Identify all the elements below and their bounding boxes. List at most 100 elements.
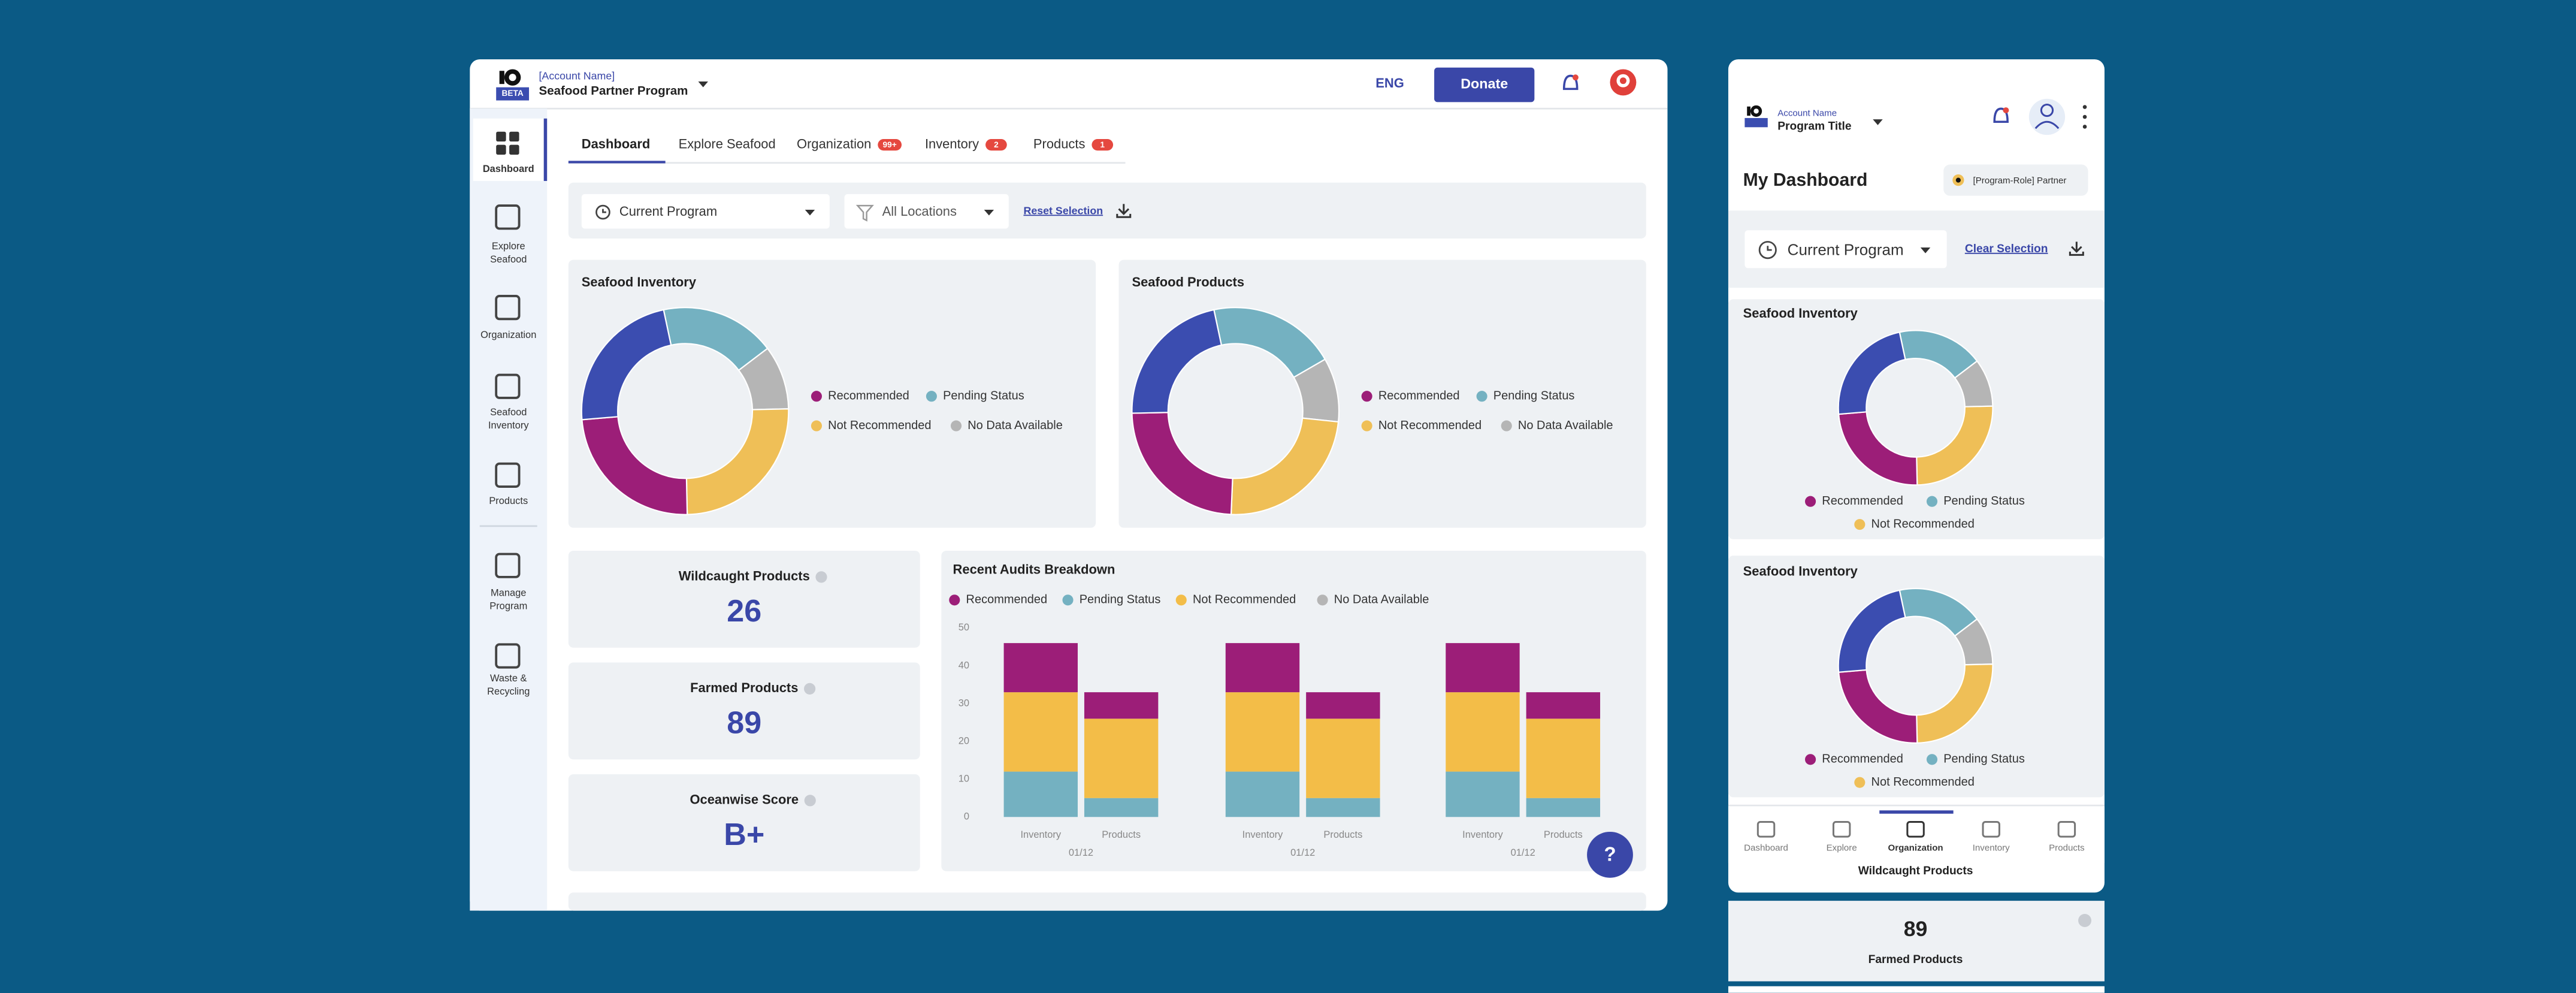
legend-label: Pending Status [1080, 593, 1161, 606]
stat-card [568, 662, 920, 760]
bar-segment [1526, 719, 1601, 798]
x-tick-label: Inventory [1242, 829, 1283, 840]
sidebar-item[interactable]: Organization [480, 330, 536, 340]
chart-title: Seafood Inventory [1743, 306, 1858, 321]
nav-item[interactable]: Explore [1827, 843, 1857, 853]
legend-label: Not Recommended [1378, 419, 1481, 432]
nav-item[interactable]: Inventory [1973, 843, 2010, 853]
bar-segment [1446, 692, 1520, 772]
stat-label: Farmed Products [1868, 953, 1963, 966]
stat-card [568, 774, 920, 871]
reset-link[interactable]: Reset Selection [1023, 204, 1103, 216]
sidebar-active-bar [543, 118, 548, 181]
sidebar-item[interactable]: Waste & [490, 673, 527, 684]
nav-item[interactable]: Organization [1888, 843, 1943, 853]
dashboard-icon [496, 144, 506, 155]
tab[interactable]: Inventory [925, 136, 979, 151]
beta-badge [496, 87, 530, 101]
nav-icon [1832, 820, 1851, 838]
legend-swatch [1926, 754, 1938, 765]
y-tick-label: 40 [959, 660, 969, 671]
stat-value: 89 [727, 705, 761, 740]
y-tick-label: 30 [959, 698, 969, 708]
help-label[interactable]: ? [1604, 843, 1616, 865]
legend-label: Recommended [966, 593, 1047, 606]
legend-label: Pending Status [1493, 389, 1575, 402]
program-select-label[interactable]: Current Program [619, 204, 717, 219]
donate-button [1434, 67, 1535, 102]
stat-value: 26 [727, 594, 761, 629]
bar-segment [1084, 798, 1159, 817]
sidebar-item[interactable]: Explore [492, 241, 525, 252]
chart-title: Seafood Inventory [1743, 563, 1858, 578]
nav-icon [1982, 820, 2000, 838]
legend-label: Pending Status [943, 389, 1024, 402]
legend-label: Recommended [1822, 494, 1903, 508]
avatar-dot [1619, 77, 1626, 84]
location-select [844, 194, 1009, 229]
legend-swatch [1476, 391, 1487, 402]
clear-link[interactable]: Clear Selection [1965, 243, 2048, 255]
legend-swatch [1062, 594, 1074, 606]
funnel-icon [855, 204, 874, 222]
role-badge [1943, 164, 2088, 196]
bar-segment [1446, 771, 1520, 817]
sidebar-item[interactable]: Program [489, 601, 527, 612]
legend-label: Recommended [1822, 753, 1903, 766]
y-tick-label: 10 [959, 774, 969, 784]
legend-label: Not Recommended [1193, 593, 1296, 606]
legend-swatch [1501, 420, 1512, 431]
nav-item[interactable]: Dashboard [1744, 843, 1788, 853]
sidebar-icon [495, 295, 521, 321]
tab-badge [985, 139, 1007, 151]
nav-icon [2057, 820, 2076, 838]
language-switch[interactable]: ENG [1375, 76, 1404, 90]
donate-label[interactable]: Donate [1461, 76, 1508, 92]
tab[interactable]: Dashboard [582, 136, 651, 151]
tab[interactable]: Organization [797, 136, 871, 151]
account-label: [Account Name] [539, 70, 615, 82]
legend-swatch [1175, 594, 1187, 606]
legend-swatch [950, 420, 962, 431]
help-button [1587, 831, 1633, 878]
menu-dot [2082, 105, 2087, 109]
legend-swatch [1805, 496, 1816, 507]
sidebar-item[interactable]: Seafood [490, 407, 527, 418]
location-select-label[interactable]: All Locations [882, 204, 957, 219]
x-tick-label: Inventory [1462, 829, 1503, 840]
account-label: Account Name [1777, 108, 1837, 119]
dashboard-icon [496, 131, 506, 142]
menu-dot [2082, 125, 2087, 129]
caret [1920, 248, 1931, 253]
tab[interactable]: Explore Seafood [679, 136, 776, 151]
chart-title: Recent Audits Breakdown [953, 562, 1115, 577]
caret [1873, 119, 1883, 125]
legend-swatch [1361, 391, 1372, 402]
sidebar-item[interactable]: Inventory [488, 420, 529, 431]
tab[interactable]: Products [1033, 136, 1086, 151]
sidebar-item[interactable]: Seafood [490, 254, 527, 265]
clock-icon [1758, 241, 1777, 259]
x-tick-label: Products [1102, 829, 1141, 840]
legend-label: No Data Available [967, 419, 1063, 432]
bar-segment [1003, 643, 1078, 693]
dashboard-icon [509, 131, 519, 142]
caret [805, 209, 815, 216]
info-icon [815, 571, 827, 583]
legend-label: No Data Available [1518, 419, 1613, 432]
program-select-label[interactable]: Current Program [1788, 240, 1904, 258]
stat-value: 89 [1904, 917, 1928, 941]
bar-segment [1306, 719, 1380, 798]
bar-segment [1225, 692, 1300, 772]
legend-label: Recommended [1378, 389, 1460, 402]
bar-segment [1084, 719, 1159, 798]
nav-item[interactable]: Products [2049, 843, 2085, 853]
sidebar-item[interactable]: Products [489, 496, 528, 506]
nav-active-bar [1879, 810, 1954, 814]
sidebar-item[interactable]: Dashboard [483, 164, 534, 174]
tab-badge [878, 139, 902, 151]
sidebar-item[interactable]: Recycling [487, 686, 530, 697]
sidebar [470, 108, 548, 911]
sidebar-item[interactable]: Manage [491, 588, 526, 599]
